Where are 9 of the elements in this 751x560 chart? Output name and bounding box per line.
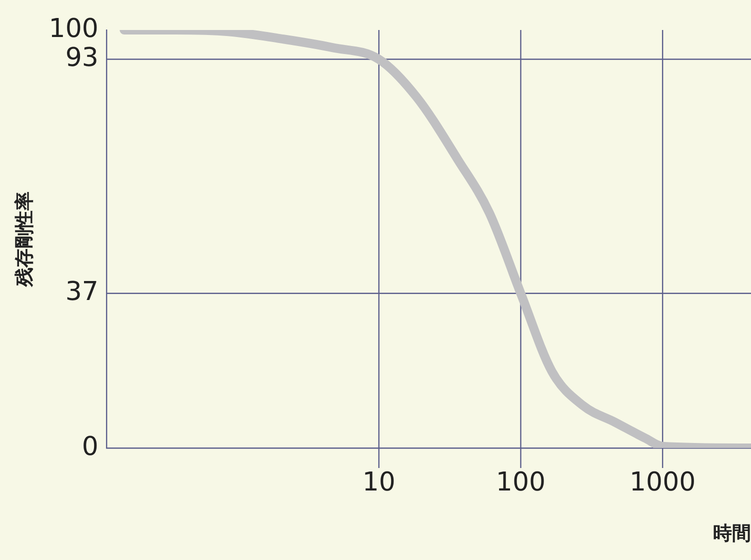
y-tick-label: 0 [82,432,98,462]
x-axis-title: 時間 [713,522,751,545]
x-tick-label: 1000 [630,467,696,498]
x-tick-label: 10 [362,467,396,498]
y-axis-title: 残存剛性率 [13,192,36,288]
y-tick-label: 37 [65,277,98,308]
y-tick-label: 93 [65,43,98,74]
y-tick-label: 100 [48,14,98,44]
x-tick-label: 100 [496,467,546,498]
